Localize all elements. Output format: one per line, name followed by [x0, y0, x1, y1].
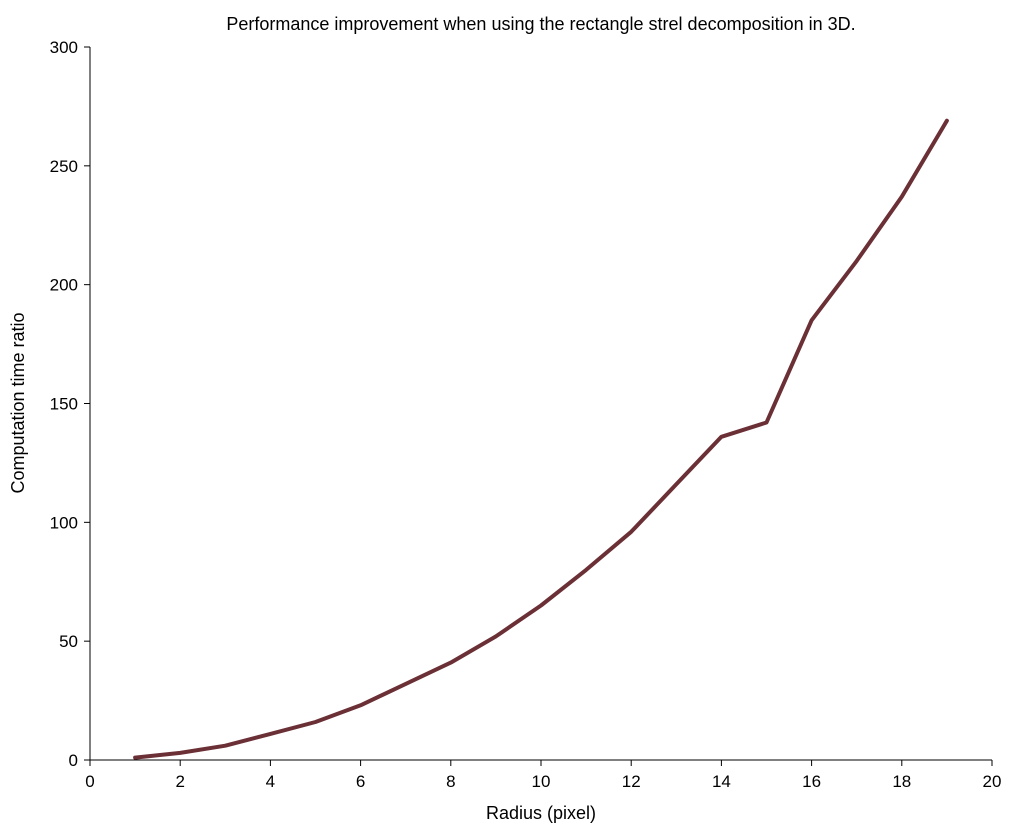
data-point: [719, 435, 723, 439]
chart-title: Performance improvement when using the r…: [226, 14, 855, 34]
x-tick-label: 20: [983, 772, 1002, 791]
x-tick-label: 2: [175, 772, 184, 791]
data-point: [539, 604, 543, 608]
data-point: [133, 756, 137, 760]
data-point: [449, 661, 453, 665]
x-tick-label: 0: [85, 772, 94, 791]
x-tick-label: 18: [892, 772, 911, 791]
data-point: [223, 744, 227, 748]
data-point: [494, 634, 498, 638]
y-tick-label: 100: [50, 513, 78, 532]
data-point: [674, 482, 678, 486]
data-point: [268, 732, 272, 736]
data-point: [945, 119, 949, 123]
y-tick-label: 50: [59, 632, 78, 651]
data-point: [765, 421, 769, 425]
x-tick-label: 10: [532, 772, 551, 791]
x-tick-label: 6: [356, 772, 365, 791]
data-point: [900, 195, 904, 199]
data-point: [178, 751, 182, 755]
data-point: [810, 318, 814, 322]
y-tick-label: 250: [50, 157, 78, 176]
x-tick-label: 12: [622, 772, 641, 791]
y-axis-title: Computation time ratio: [8, 312, 28, 493]
y-tick-label: 200: [50, 276, 78, 295]
data-point: [629, 530, 633, 534]
data-point: [584, 568, 588, 572]
x-tick-label: 16: [802, 772, 821, 791]
data-point: [404, 682, 408, 686]
x-axis-title: Radius (pixel): [486, 803, 596, 823]
data-point: [855, 259, 859, 263]
y-tick-label: 300: [50, 38, 78, 57]
data-point: [314, 720, 318, 724]
x-tick-label: 8: [446, 772, 455, 791]
y-tick-label: 150: [50, 395, 78, 414]
data-point: [359, 703, 363, 707]
y-tick-label: 0: [69, 751, 78, 770]
x-tick-label: 14: [712, 772, 731, 791]
x-tick-label: 4: [266, 772, 275, 791]
series-line: [133, 118, 949, 760]
